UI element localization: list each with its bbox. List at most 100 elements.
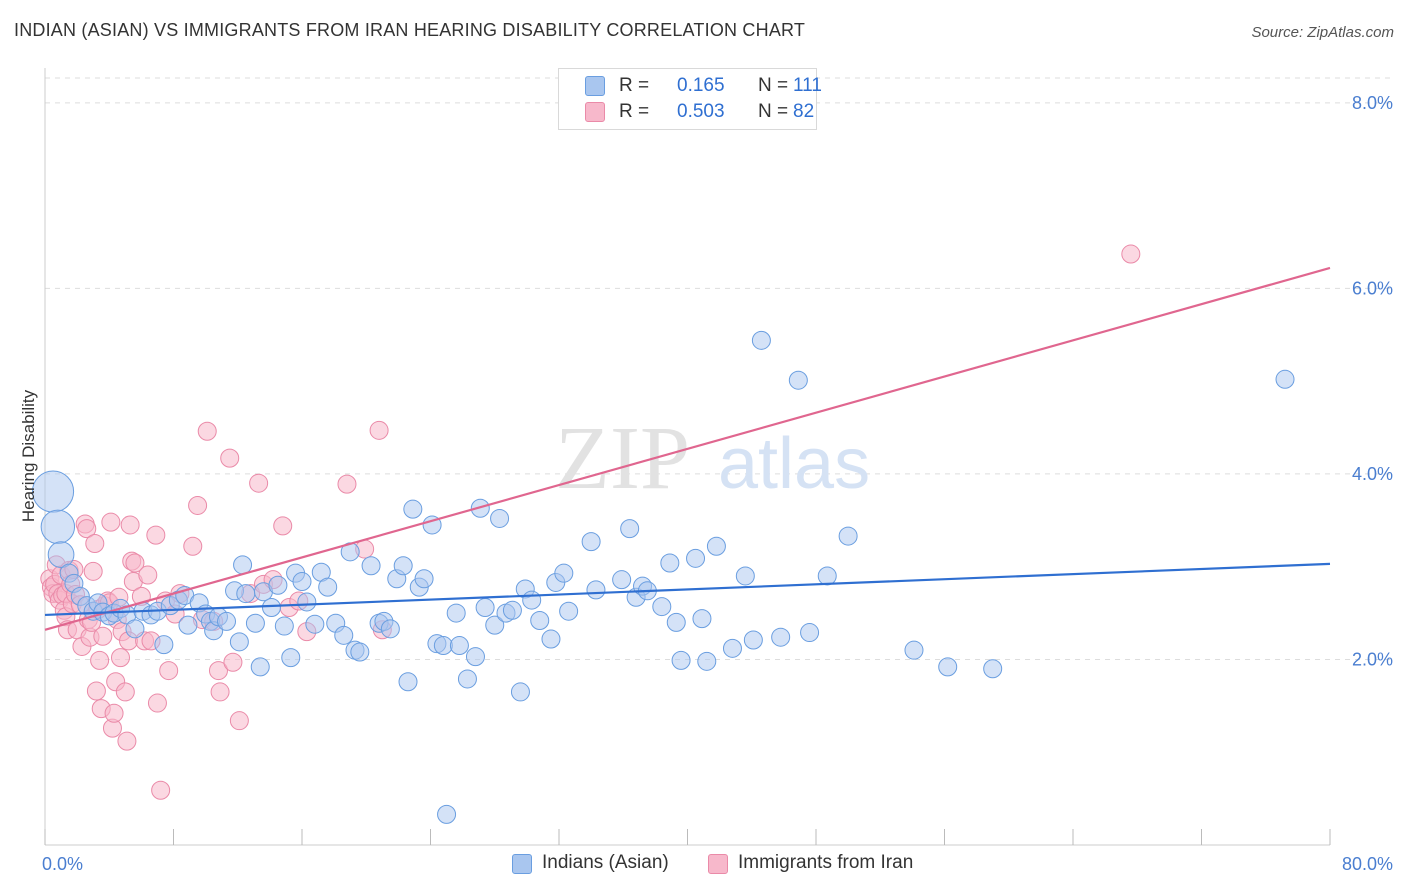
indians-point [393,556,413,576]
indians-point [414,569,434,589]
iran-point [77,519,97,539]
y-axis-label: Hearing Disability [19,389,38,522]
iran-point [85,533,105,553]
indians-point [1275,369,1295,389]
iran-point [120,515,140,535]
r-value-iran: 0.503 [677,101,725,122]
iran-point [159,661,179,681]
indians-point [938,657,958,677]
indians-point [581,532,601,552]
iran-point [183,536,203,556]
iran-point [223,652,243,672]
y-tick-label: 4.0% [1352,464,1393,484]
iran-point [151,780,171,800]
trend-lines [44,266,1331,631]
iran-point [86,681,106,701]
iran-point [337,474,357,494]
indians-point [490,508,510,528]
iran-point [369,420,389,440]
watermark: ZIP atlas [555,409,870,508]
r-label: R = [619,75,650,96]
indians-point [817,566,837,586]
indians-point [652,597,672,617]
indians-point [559,601,579,621]
r-label: R = [619,101,650,122]
indians-point [433,636,453,656]
indians-point [380,619,400,639]
indians-point [154,635,174,655]
indians-point [465,647,485,667]
y-tick-label: 2.0% [1352,649,1393,669]
indians-point [586,580,606,600]
indians-point [245,613,265,633]
legend-label-indians: Indians (Asian) [542,852,669,873]
indians-point [261,598,281,618]
indians-point [735,566,755,586]
indians-point [361,556,381,576]
legend-swatch-iran [585,102,605,122]
indians-point [541,629,561,649]
indians-point [666,612,686,632]
iran-point [110,648,130,668]
indians-point [554,563,574,583]
indians-point [530,610,550,630]
indians-point [292,572,312,592]
iran-point [125,553,145,573]
y-tick-label: 8.0% [1352,93,1393,113]
legend-swatch-indians [585,76,605,96]
iran-point [83,561,103,581]
indians-point [236,584,256,604]
indians-point [510,682,530,702]
indians-point [904,640,924,660]
indians-point [485,615,505,635]
indians-point [446,603,466,623]
iran-point [208,661,228,681]
series-indians-points [31,330,1295,824]
iran-point [146,525,166,545]
iran-point [1121,244,1141,264]
iran-point [90,650,110,670]
iran-point [101,512,121,532]
indians-point [274,616,294,636]
indians-point [502,600,522,620]
iran-point [197,421,217,441]
indians-point [268,575,288,595]
n-label: N = [758,75,789,96]
indians-point [403,499,423,519]
indians-point [398,672,418,692]
legend-swatch-iran [708,854,728,874]
indians-point [692,609,712,629]
n-value-iran: 82 [793,101,815,122]
legend-swatch-indians [512,854,532,874]
indians-point [449,636,469,656]
iran-point [93,626,113,646]
iran-point [147,693,167,713]
indians-point [217,611,237,631]
indians-point [229,632,249,652]
trend-line-indians [44,562,1331,617]
indians-point [47,541,75,568]
indians-point [660,553,680,573]
indians-point [743,630,763,650]
indians-point [334,625,354,645]
indians-point [40,509,76,545]
indians-point [522,590,542,610]
legend-label-iran: Immigrants from Iran [738,852,914,873]
iran-point [220,448,240,468]
indians-point [612,570,632,590]
watermark-zip: ZIP [555,409,690,508]
indians-point [125,619,145,639]
n-label: N = [758,101,789,122]
indians-point [178,615,198,635]
chart-title: INDIAN (ASIAN) VS IMMIGRANTS FROM IRAN H… [14,20,806,40]
indians-point [751,330,771,350]
series-iran-points [40,244,1141,800]
iran-point [115,682,135,702]
indians-point [281,648,301,668]
indians-point [838,526,858,546]
indians-point [771,627,791,647]
tick-labels: 2.0% 4.0% 6.0% 8.0% 0.0% 80.0% [42,93,1393,874]
stats-legend: R = 0.165 N = 111 R = 0.503 N = 82 [558,68,822,130]
iran-point [104,703,124,723]
source-label: Source: ZipAtlas.com [1251,24,1394,41]
